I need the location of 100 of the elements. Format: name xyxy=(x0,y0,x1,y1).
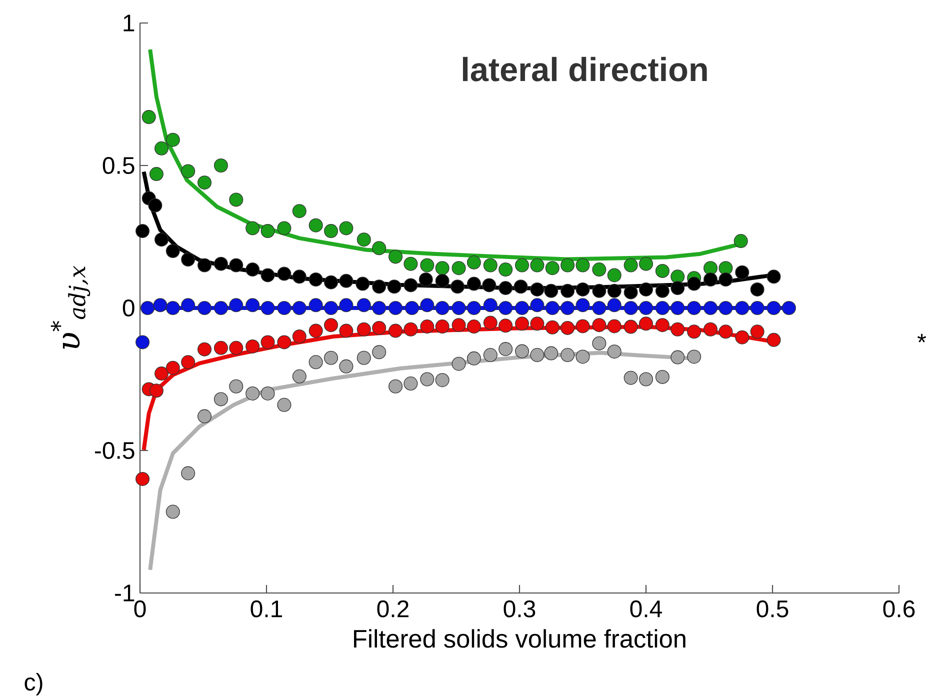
point xyxy=(154,366,169,381)
point xyxy=(592,284,606,298)
point xyxy=(292,329,306,344)
point xyxy=(592,336,606,350)
point xyxy=(704,272,718,286)
point xyxy=(214,300,228,315)
point xyxy=(530,258,544,272)
point xyxy=(515,316,530,331)
point xyxy=(735,265,750,280)
point xyxy=(181,355,196,370)
point xyxy=(181,466,196,480)
point xyxy=(718,261,733,276)
point xyxy=(198,300,212,315)
point xyxy=(292,204,306,218)
point xyxy=(576,350,590,364)
point xyxy=(704,300,718,315)
point xyxy=(181,252,196,267)
point xyxy=(466,255,481,270)
point xyxy=(514,280,528,294)
point xyxy=(149,384,164,398)
point xyxy=(246,298,260,312)
point xyxy=(166,300,180,315)
point xyxy=(607,344,622,359)
point xyxy=(687,324,702,339)
point xyxy=(452,261,466,276)
point xyxy=(372,345,386,360)
point xyxy=(356,232,371,247)
point xyxy=(750,324,764,339)
text: c) xyxy=(24,673,42,696)
point xyxy=(229,340,244,355)
x-tick-label: 0.3 xyxy=(504,600,536,618)
point xyxy=(404,278,418,292)
point xyxy=(154,141,169,156)
point xyxy=(655,284,670,298)
point xyxy=(560,320,575,335)
point xyxy=(592,262,606,277)
point xyxy=(420,372,434,386)
point xyxy=(624,370,638,385)
point xyxy=(388,300,403,315)
point xyxy=(387,280,402,294)
point xyxy=(638,372,653,386)
point xyxy=(166,504,180,519)
point xyxy=(308,298,323,312)
point xyxy=(782,300,796,315)
text: lateral direction xyxy=(462,56,707,82)
point xyxy=(388,250,403,264)
point xyxy=(435,300,450,315)
point xyxy=(498,262,513,277)
point xyxy=(292,300,306,315)
point xyxy=(624,320,638,334)
x-tick-label: 0.4 xyxy=(630,600,662,618)
point xyxy=(435,373,450,388)
point xyxy=(655,300,670,315)
point xyxy=(734,234,748,248)
point xyxy=(655,370,670,384)
point xyxy=(260,300,275,315)
point xyxy=(372,280,386,294)
point xyxy=(592,300,606,315)
point xyxy=(515,344,530,358)
point xyxy=(356,276,370,291)
point xyxy=(339,274,354,288)
point xyxy=(766,332,781,347)
point xyxy=(420,320,434,334)
point xyxy=(718,272,733,286)
point xyxy=(704,322,718,336)
point xyxy=(687,276,702,291)
point xyxy=(246,262,260,277)
point xyxy=(404,322,418,336)
point xyxy=(260,335,275,350)
point xyxy=(229,379,244,394)
point xyxy=(372,300,386,315)
point xyxy=(483,298,498,312)
point xyxy=(624,300,638,315)
point xyxy=(214,256,228,271)
point xyxy=(324,318,338,332)
point xyxy=(607,268,622,282)
x-tick-label: 0 xyxy=(134,600,146,618)
point xyxy=(356,350,371,365)
point xyxy=(544,284,558,298)
point xyxy=(452,318,466,332)
point xyxy=(260,386,275,400)
point xyxy=(670,281,685,296)
point xyxy=(339,298,354,312)
point xyxy=(576,258,590,272)
point xyxy=(324,350,338,365)
point xyxy=(576,319,590,334)
point xyxy=(607,284,622,298)
point xyxy=(670,270,685,284)
point xyxy=(246,339,260,354)
point xyxy=(198,409,212,424)
point xyxy=(214,392,228,406)
point xyxy=(624,285,638,300)
point xyxy=(198,176,212,190)
point xyxy=(148,198,162,212)
point xyxy=(466,300,481,315)
point xyxy=(339,324,354,338)
point xyxy=(142,110,156,124)
point xyxy=(670,322,685,336)
point xyxy=(466,320,481,334)
point xyxy=(404,256,418,271)
